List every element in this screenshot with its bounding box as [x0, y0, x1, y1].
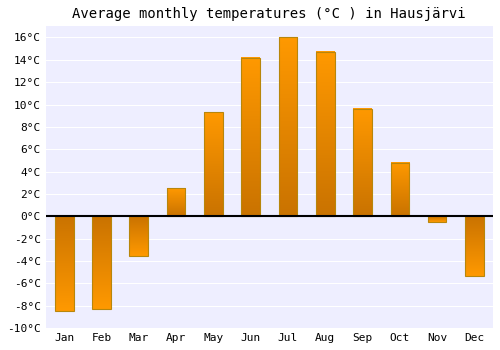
Bar	[167, 188, 186, 216]
Bar	[465, 216, 483, 276]
Bar	[428, 216, 446, 222]
Bar	[167, 188, 186, 216]
Bar	[278, 37, 297, 216]
Bar	[390, 163, 409, 216]
Bar	[204, 112, 223, 216]
Bar	[204, 112, 223, 216]
Bar	[353, 109, 372, 216]
Bar	[353, 109, 372, 216]
Title: Average monthly temperatures (°C ) in Hausjärvi: Average monthly temperatures (°C ) in Ha…	[72, 7, 466, 21]
Bar	[316, 52, 334, 216]
Bar	[390, 163, 409, 216]
Bar	[242, 58, 260, 216]
Bar	[55, 216, 74, 312]
Bar	[92, 216, 111, 309]
Bar	[92, 216, 111, 309]
Bar	[55, 216, 74, 312]
Bar	[130, 216, 148, 256]
Bar	[242, 58, 260, 216]
Bar	[130, 216, 148, 256]
Bar	[278, 37, 297, 216]
Bar	[428, 216, 446, 222]
Bar	[465, 216, 483, 276]
Bar	[316, 52, 334, 216]
